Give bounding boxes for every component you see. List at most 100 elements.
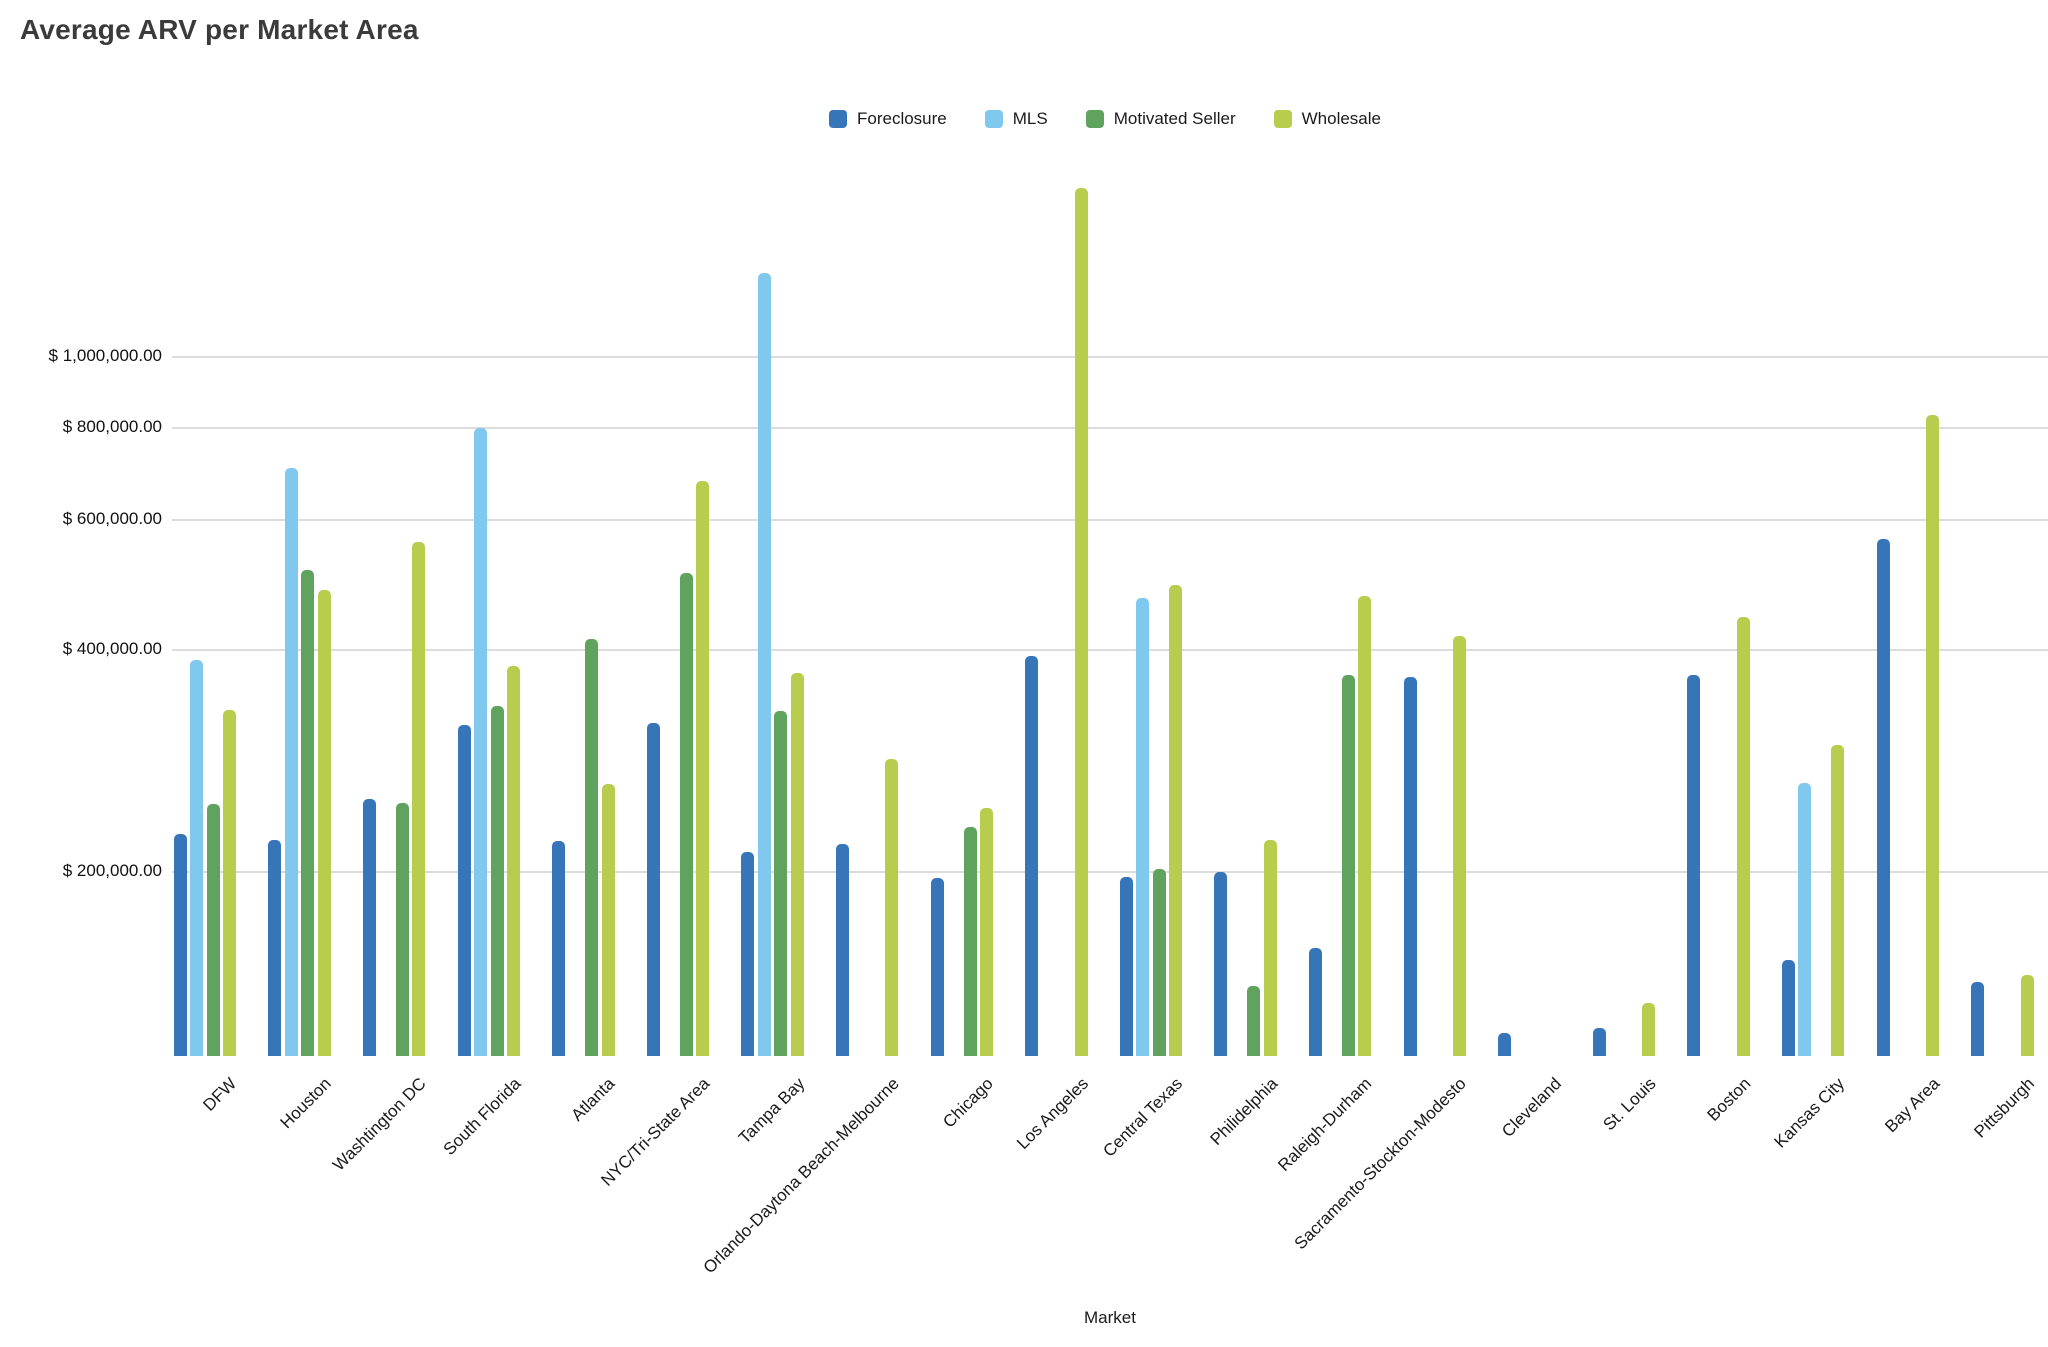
bar-wholesale[interactable] (1453, 635, 1467, 1056)
bar-motivated-seller[interactable] (774, 710, 788, 1056)
x-axis-tick-label: Chicago (939, 1074, 998, 1132)
x-axis-tick-label: Atlanta (567, 1074, 619, 1125)
bar-mls[interactable] (474, 427, 488, 1056)
x-axis-tick-label: South Florida (439, 1074, 525, 1159)
bar-foreclosure[interactable] (1876, 538, 1890, 1056)
bar-motivated-seller[interactable] (1341, 674, 1355, 1056)
bar-foreclosure[interactable] (457, 725, 471, 1056)
bar-motivated-seller[interactable] (963, 827, 977, 1056)
bar-wholesale[interactable] (696, 481, 710, 1056)
bar-mls[interactable] (757, 273, 771, 1056)
bar-foreclosure[interactable] (1119, 876, 1133, 1056)
x-axis-tick-label: Los Angeles (1012, 1074, 1092, 1153)
bar-motivated-seller[interactable] (1247, 986, 1261, 1056)
bar-foreclosure[interactable] (362, 799, 376, 1056)
bar-motivated-seller[interactable] (490, 705, 504, 1056)
bar-wholesale[interactable] (317, 590, 331, 1056)
bar-wholesale[interactable] (1358, 595, 1372, 1056)
bar-wholesale[interactable] (1074, 187, 1088, 1056)
bar-wholesale[interactable] (1642, 1002, 1656, 1056)
legend: Foreclosure MLS Motivated Seller Wholesale (175, 106, 2035, 132)
x-axis-tick-label: Cleveland (1497, 1074, 1565, 1141)
legend-swatch-icon (829, 110, 847, 128)
bar-foreclosure[interactable] (1781, 959, 1795, 1056)
x-axis-tick-label: Washtington DC (329, 1074, 430, 1175)
bar-mls[interactable] (190, 659, 204, 1056)
bar-wholesale[interactable] (223, 709, 237, 1056)
y-axis-tick-label: $ 200,000.00 (62, 861, 162, 880)
bar-foreclosure[interactable] (1308, 947, 1322, 1056)
bar-foreclosure[interactable] (268, 840, 282, 1056)
bar-foreclosure[interactable] (552, 841, 566, 1056)
bar-wholesale[interactable] (1169, 584, 1183, 1056)
x-axis-tick-label: Pittsburgh (1970, 1074, 2038, 1142)
bar-wholesale[interactable] (1736, 616, 1750, 1056)
x-axis-tick-label: Central Texas (1099, 1074, 1187, 1161)
x-axis-tick-label: Orlando-Daytona Beach-Melbourne (699, 1074, 903, 1278)
chart-title: Average ARV per Market Area (20, 14, 419, 45)
bar-wholesale[interactable] (1831, 745, 1845, 1056)
bar-motivated-seller[interactable] (1152, 868, 1166, 1056)
x-axis-tick-label: St. Louis (1599, 1074, 1660, 1135)
x-axis-tick-label: Raleigh-Durham (1274, 1074, 1376, 1175)
bar-motivated-seller[interactable] (301, 569, 315, 1056)
gridline (172, 648, 2048, 651)
gridline (172, 355, 2048, 358)
x-axis-tick-label: Tampa Bay (734, 1074, 809, 1148)
x-axis-tick-label: Kansas City (1771, 1074, 1849, 1152)
bar-motivated-seller[interactable] (395, 803, 409, 1056)
gridline (172, 426, 2048, 429)
bar-mls[interactable] (1798, 783, 1812, 1056)
legend-swatch-icon (984, 110, 1003, 128)
bar-foreclosure[interactable] (1687, 674, 1701, 1056)
bar-wholesale[interactable] (885, 758, 899, 1056)
bar-wholesale[interactable] (1263, 840, 1277, 1056)
legend-item: MLS (984, 109, 1048, 129)
bar-mls[interactable] (1136, 598, 1150, 1056)
legend-item: Wholesale (1273, 109, 1381, 129)
bar-foreclosure[interactable] (173, 834, 187, 1056)
bar-foreclosure[interactable] (646, 723, 660, 1056)
bar-foreclosure[interactable] (1403, 676, 1417, 1056)
legend-swatch-icon (1085, 110, 1104, 128)
bar-wholesale[interactable] (1926, 415, 1940, 1056)
legend-label: Wholesale (1301, 109, 1381, 128)
bar-foreclosure[interactable] (1498, 1032, 1512, 1056)
bar-motivated-seller[interactable] (206, 804, 220, 1056)
bar-foreclosure[interactable] (1971, 981, 1985, 1056)
y-axis-tick-label: $ 400,000.00 (62, 638, 162, 658)
x-axis-tick-label: Sacramento-Stockton-Modesto (1291, 1074, 1471, 1254)
x-axis-tick-label: DFW (199, 1074, 241, 1115)
bar-motivated-seller[interactable] (679, 573, 693, 1056)
y-axis-tick-label: $ 600,000.00 (62, 509, 162, 529)
bar-foreclosure[interactable] (835, 844, 849, 1056)
x-axis-tick-label: Philidelphia (1206, 1074, 1282, 1149)
bar-foreclosure[interactable] (1592, 1027, 1606, 1056)
legend-swatch-icon (1273, 110, 1292, 128)
gridline (172, 519, 2048, 522)
bar-mls[interactable] (284, 468, 298, 1056)
bar-foreclosure[interactable] (741, 851, 755, 1056)
bar-foreclosure[interactable] (930, 878, 944, 1056)
x-axis-tick-label: Bay Area (1881, 1074, 1944, 1137)
legend-label: MLS (1012, 109, 1048, 128)
bar-foreclosure[interactable] (1214, 872, 1228, 1056)
gridline (172, 871, 2048, 873)
x-axis-tick-label: Houston (276, 1074, 336, 1133)
bar-motivated-seller[interactable] (585, 638, 599, 1056)
bar-wholesale[interactable] (980, 808, 994, 1056)
bar-wholesale[interactable] (2020, 975, 2034, 1056)
bar-foreclosure[interactable] (1025, 655, 1039, 1056)
bar-wholesale[interactable] (412, 541, 426, 1056)
x-axis-title: Market (1084, 1308, 1136, 1327)
legend-label: Motivated Seller (1113, 109, 1236, 128)
y-axis-tick-label: $ 1,000,000.00 (48, 345, 162, 365)
bar-wholesale[interactable] (507, 666, 521, 1056)
bar-wholesale[interactable] (790, 673, 804, 1056)
bar-wholesale[interactable] (601, 784, 615, 1056)
legend-item: Motivated Seller (1085, 109, 1236, 129)
legend-label: Foreclosure (857, 109, 947, 128)
legend-item: Foreclosure (829, 109, 947, 129)
x-axis-tick-label: Boston (1703, 1074, 1755, 1125)
